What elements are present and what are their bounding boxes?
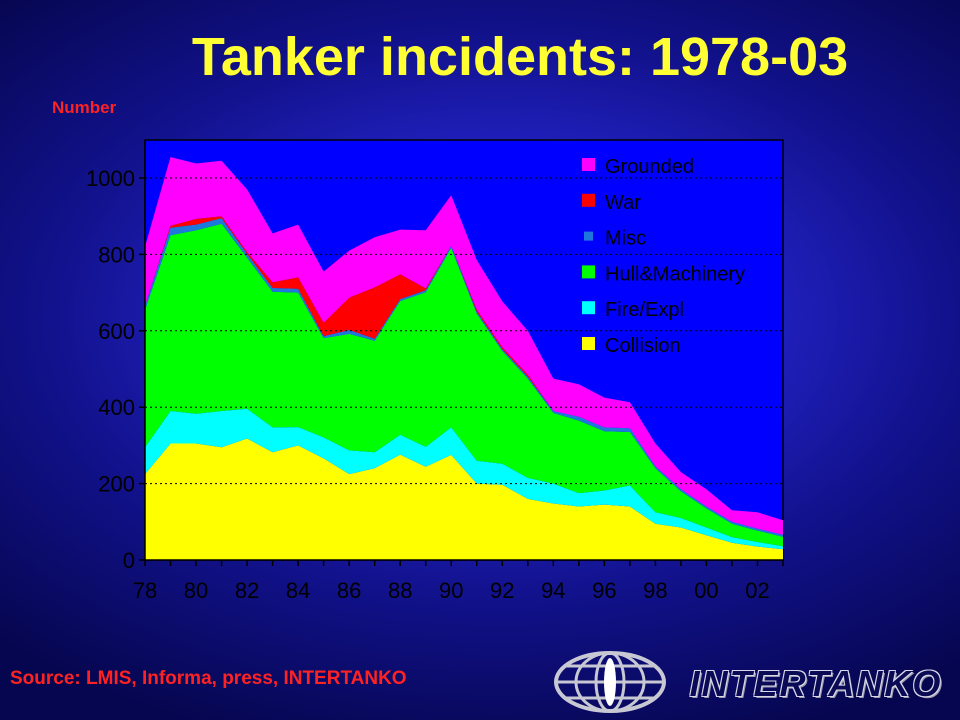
legend-swatch [582,301,595,315]
legend-label: Collision [605,335,681,357]
x-tick-label: 78 [133,578,157,603]
legend-swatch [582,265,595,279]
area-war [145,216,783,535]
legend-label: Fire/Expl [605,299,684,321]
legend-label: Hull&Machinery [605,263,745,285]
y-tick-label: 400 [98,395,135,420]
globe-logo-icon [554,651,666,713]
y-tick-label: 600 [98,319,135,344]
area-series-group [145,157,783,560]
y-tick-label: 200 [98,472,135,497]
legend-label: Grounded [605,156,694,178]
area-hull-machinery [145,223,783,547]
area-fire-expl [145,408,783,550]
legend-swatch [582,193,595,207]
y-tick-label: 1000 [86,166,135,191]
x-tick-label: 98 [643,578,667,603]
y-axis-label: Number [52,98,117,117]
area-collision [145,438,783,560]
grid-lines [145,177,783,485]
page-title: Tanker incidents: 1978-03 [191,27,849,87]
y-tick-label: 800 [98,242,135,267]
legend-swatch [584,231,593,241]
intertanko-wordmark: INTERTANKO [689,663,943,704]
y-tick-label: 0 [123,548,135,573]
x-tick-label: 02 [745,578,769,603]
x-tick-label: 86 [337,578,361,603]
x-tick-label: 94 [541,578,565,603]
legend-swatch [582,337,595,350]
legend-label: Misc [605,228,646,250]
legend-swatch [582,158,595,171]
x-tick-label: 90 [439,578,463,603]
x-tick-label: 88 [388,578,412,603]
x-tick-label: 92 [490,578,514,603]
area-grounded [145,157,783,535]
x-tick-label: 00 [694,578,718,603]
source-note: Source: LMIS, Informa, press, INTERTANKO [10,668,407,689]
legend: Grounded War Misc Hull&Machinery Fire/Expl Co… [582,156,745,357]
legend-label: War [605,192,641,214]
x-tick-label: 80 [184,578,208,603]
x-tick-label: 84 [286,578,310,603]
x-tick-label: 82 [235,578,259,603]
x-tick-label: 96 [592,578,616,603]
